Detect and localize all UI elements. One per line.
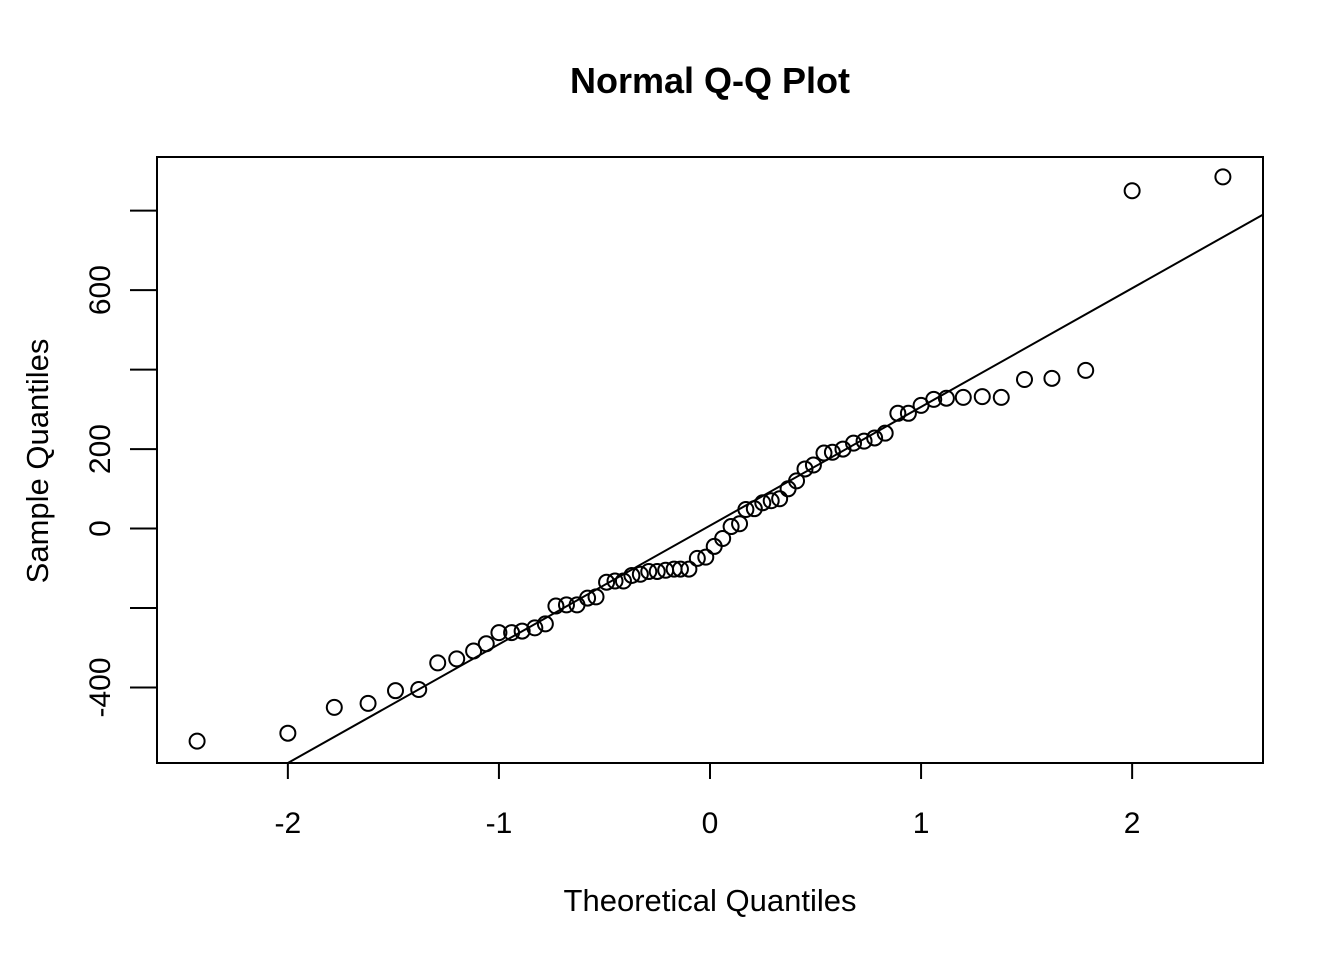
x-axis: -2 -1 0 1 2 <box>275 763 1141 840</box>
data-points <box>188 168 1232 750</box>
data-point <box>680 560 698 578</box>
data-point <box>359 694 377 712</box>
x-tick-label: 1 <box>913 807 930 840</box>
data-point <box>796 460 814 478</box>
data-point <box>387 682 405 700</box>
data-point <box>688 549 706 567</box>
data-point <box>606 572 624 590</box>
data-point <box>889 404 907 422</box>
data-point <box>465 642 483 660</box>
x-tick-label: 0 <box>702 807 719 840</box>
data-point <box>762 492 780 510</box>
data-point <box>899 404 917 422</box>
data-point <box>587 588 605 606</box>
data-point <box>992 388 1010 406</box>
data-point <box>598 573 616 591</box>
data-point <box>722 518 740 536</box>
data-point <box>973 388 991 406</box>
y-tick-label: 200 <box>84 424 117 474</box>
data-point <box>1214 168 1232 186</box>
x-tick-label: 2 <box>1124 807 1141 840</box>
data-point <box>410 680 428 698</box>
data-point <box>547 597 565 615</box>
data-point <box>188 732 206 750</box>
data-point <box>1015 371 1033 389</box>
data-point <box>1077 361 1095 379</box>
data-point <box>490 624 508 642</box>
data-point <box>925 390 943 408</box>
y-tick-label: 0 <box>84 520 117 537</box>
data-point <box>279 724 297 742</box>
plot-frame <box>156 156 1264 764</box>
data-point <box>671 560 689 578</box>
data-point <box>745 500 763 518</box>
data-point <box>503 624 521 642</box>
data-point <box>788 472 806 490</box>
data-point <box>779 480 797 498</box>
data-point <box>815 444 833 462</box>
data-point <box>579 589 597 607</box>
data-point <box>855 432 873 450</box>
data-point <box>866 429 884 447</box>
data-point <box>325 698 343 716</box>
data-point <box>640 562 658 580</box>
data-point <box>737 500 755 518</box>
data-point <box>804 456 822 474</box>
x-axis-label: Theoretical Quantiles <box>564 883 857 918</box>
data-point <box>648 562 666 580</box>
y-tick-label: -400 <box>84 657 117 717</box>
data-point <box>705 537 723 555</box>
data-point <box>937 389 955 407</box>
data-point <box>731 515 749 533</box>
data-point <box>536 615 554 633</box>
y-axis-label: Sample Quantiles <box>20 339 55 584</box>
y-axis: -400 0 200 600 <box>84 209 157 718</box>
y-tick-label: 600 <box>84 265 117 315</box>
data-point <box>754 494 772 512</box>
x-tick-label: -1 <box>486 807 513 840</box>
data-point <box>513 622 531 640</box>
data-point <box>448 650 466 668</box>
data-point <box>697 548 715 566</box>
x-tick-label: -2 <box>275 807 302 840</box>
reference-line-group <box>287 213 1264 764</box>
data-point <box>1043 369 1061 387</box>
qq-reference-line <box>287 213 1264 764</box>
data-point <box>623 566 641 584</box>
data-point <box>429 654 447 672</box>
data-point <box>631 565 649 583</box>
data-point <box>845 434 863 452</box>
data-point <box>557 596 575 614</box>
data-point <box>477 635 495 653</box>
data-point <box>954 388 972 406</box>
data-point <box>614 572 632 590</box>
data-point <box>1123 182 1141 200</box>
data-point <box>823 443 841 461</box>
data-point <box>876 424 894 442</box>
data-point <box>771 490 789 508</box>
data-point <box>526 619 544 637</box>
chart-title: Normal Q-Q Plot <box>570 60 850 101</box>
data-point <box>714 529 732 547</box>
